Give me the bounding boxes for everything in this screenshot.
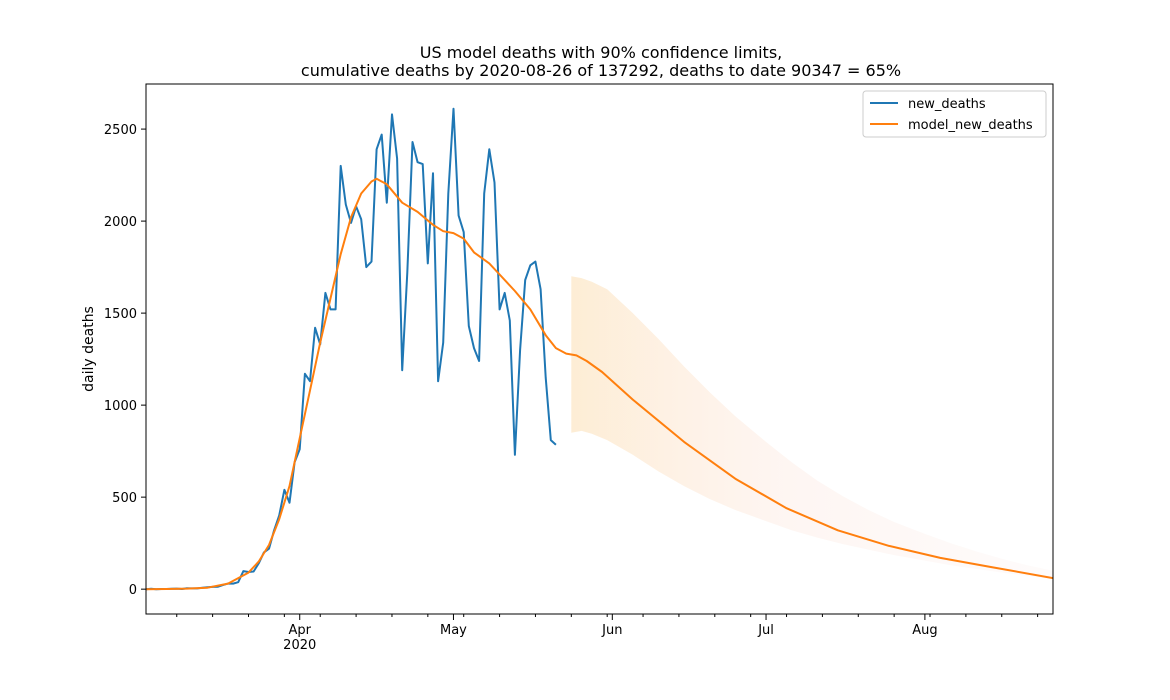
- y-tick-label: 1500: [104, 307, 137, 322]
- y-tick-label: 2500: [104, 123, 137, 138]
- y-tick-label: 2000: [104, 215, 137, 230]
- plot-area: [146, 107, 1053, 591]
- x-tick-label: Aug: [912, 623, 937, 638]
- x-tick-label: Jul: [757, 623, 774, 638]
- legend-label-new-deaths: new_deaths: [908, 97, 986, 112]
- chart-title-line2: cumulative deaths by 2020-08-26 of 13729…: [301, 61, 901, 80]
- series-line-model-new-deaths: [146, 177, 1053, 591]
- legend-label-model-new-deaths: model_new_deaths: [908, 118, 1033, 133]
- x-tick-label: Jun: [601, 623, 622, 638]
- y-axis-ticks: 0 500 1000 1500 2000 2500: [104, 123, 146, 598]
- y-axis-label: daily deaths: [81, 306, 97, 392]
- series-line-new-deaths: [146, 107, 557, 591]
- plot-frame: [145, 83, 1054, 615]
- y-tick-label: 0: [129, 583, 137, 598]
- x-tick-year-label: 2020: [283, 638, 316, 653]
- x-tick-label: Apr: [288, 623, 311, 638]
- y-tick-label: 1000: [104, 399, 137, 414]
- legend: new_deaths model_new_deaths: [862, 90, 1047, 138]
- chart-title-line1: US model deaths with 90% confidence limi…: [420, 43, 782, 62]
- confidence-band: [571, 276, 1053, 579]
- y-tick-label: 500: [112, 491, 137, 506]
- x-tick-label: May: [440, 623, 467, 638]
- legend-box: [862, 90, 1047, 138]
